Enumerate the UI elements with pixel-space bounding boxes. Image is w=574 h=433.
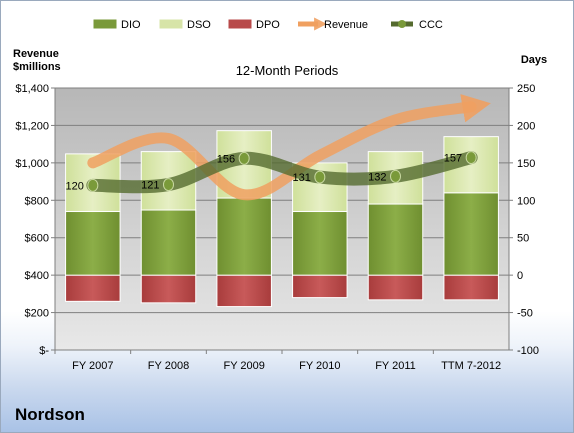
dio-bar	[65, 211, 121, 276]
ccc-point	[238, 151, 250, 165]
x-tick-label: FY 2009	[223, 360, 264, 372]
legend: DIO DSO DPO Revenue CCC	[92, 17, 443, 31]
ccc-point	[314, 170, 326, 184]
ccc-point	[87, 178, 99, 192]
dio-bar	[292, 211, 348, 276]
ccc-data-label: 132	[368, 171, 386, 183]
left-tick-label: $1,400	[15, 83, 49, 95]
ccc-data-label: 120	[65, 180, 83, 192]
legend-label: DPO	[256, 19, 280, 31]
dio-bar	[140, 209, 197, 276]
dpo-bar	[292, 274, 348, 299]
right-tick-label: 200	[517, 120, 535, 132]
legend-item: DPO	[227, 18, 280, 31]
left-axis-title-line2: $millions	[13, 61, 61, 73]
x-tick-label: FY 2007	[72, 360, 113, 372]
axes-layer: $- $200 $400 $600 $800 $1,000 $1,200 $1,400 -100…	[15, 83, 539, 372]
right-tick-label: -100	[517, 345, 539, 357]
legend-item: CCC	[391, 19, 443, 31]
legend-swatch	[227, 18, 253, 30]
ccc-data-label: 156	[217, 153, 235, 165]
legend-item: DIO	[92, 18, 141, 31]
legend-label: Revenue	[324, 19, 368, 31]
legend-swatch	[92, 18, 118, 30]
right-tick-label: 150	[517, 158, 535, 170]
lines-layer: 120 121 156 131 132 157	[65, 94, 491, 201]
bars-layer	[65, 130, 499, 308]
revenue-line	[87, 94, 491, 201]
x-tick-label: FY 2008	[148, 360, 189, 372]
legend-item: DSO	[158, 18, 211, 31]
dpo-bar	[65, 274, 121, 302]
dpo-bar	[443, 274, 499, 301]
chart-title: 12-Month Periods	[236, 63, 339, 78]
dpo-bar	[367, 274, 424, 301]
dio-bar	[216, 197, 272, 276]
left-tick-label: $1,000	[15, 158, 49, 170]
ccc-point	[465, 151, 477, 165]
ccc-data-label: 121	[141, 180, 159, 192]
legend-swatch	[158, 18, 184, 30]
left-tick-label: $800	[25, 195, 49, 207]
right-tick-label: 0	[517, 270, 523, 282]
legend-label: CCC	[419, 19, 443, 31]
legend-swatch-ccc-marker	[398, 20, 406, 28]
right-tick-label: 100	[517, 195, 535, 207]
right-axis-title: Days	[521, 54, 547, 66]
plot-area	[55, 88, 509, 350]
company-name: Nordson	[15, 405, 85, 424]
ccc-data-label: 131	[292, 172, 310, 184]
dio-bar	[367, 203, 424, 276]
right-tick-label: 50	[517, 233, 529, 245]
left-axis-title-line1: Revenue	[13, 48, 59, 60]
ccc-data-label: 157	[444, 153, 462, 165]
left-tick-label: $200	[25, 308, 49, 320]
right-tick-label: 250	[517, 83, 535, 95]
left-tick-label: $400	[25, 270, 49, 282]
ccc-point	[390, 169, 401, 183]
legend-label: DSO	[187, 19, 211, 31]
left-tick-label: $600	[25, 233, 49, 245]
legend-item: Revenue	[298, 17, 368, 31]
x-tick-label: FY 2010	[299, 360, 340, 372]
dpo-bar	[216, 274, 272, 308]
x-tick-label: FY 2011	[375, 360, 416, 372]
dio-bar	[443, 192, 499, 276]
left-tick-label: $1,200	[15, 120, 49, 132]
right-tick-label: -50	[517, 308, 533, 320]
ccc-point	[163, 178, 174, 192]
x-tick-label: TTM 7-2012	[441, 360, 501, 372]
dpo-bar	[140, 274, 197, 304]
left-tick-label: $-	[39, 345, 49, 357]
legend-label: DIO	[121, 19, 141, 31]
